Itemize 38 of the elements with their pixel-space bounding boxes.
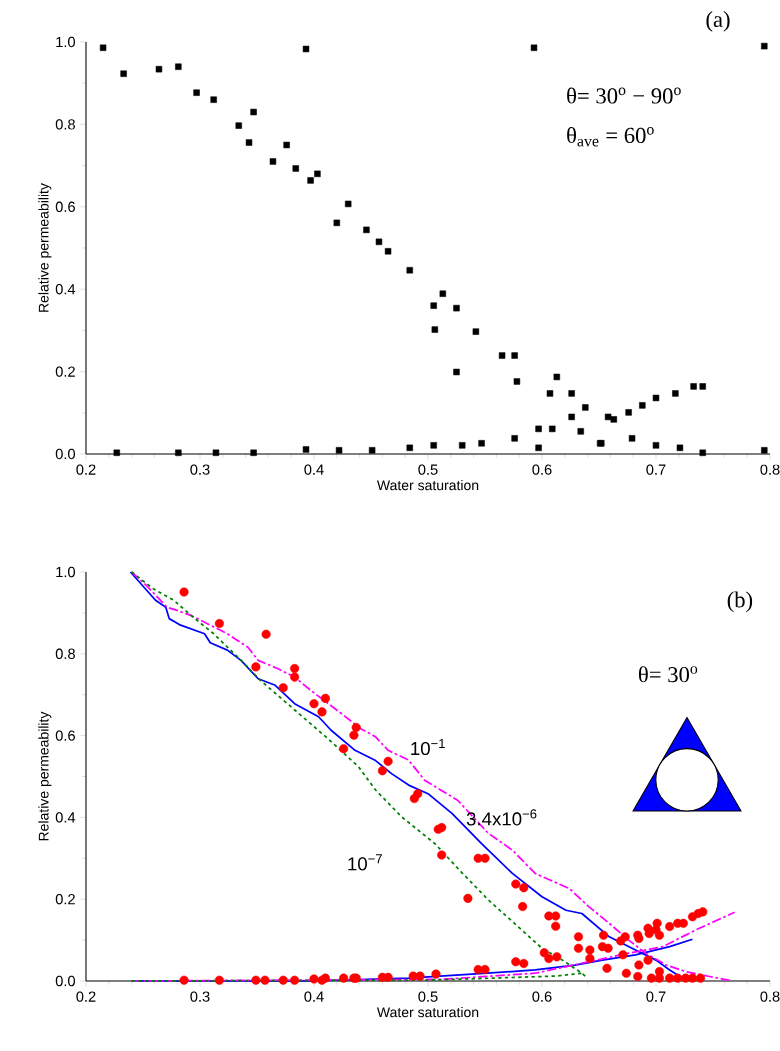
x-tick-label: 0.4 (304, 991, 324, 1002)
x-axis-title: Water saturation (376, 1006, 479, 1018)
x-tick-label: 0.8 (760, 991, 780, 1002)
y-axis-title: Relative permeability (38, 183, 52, 312)
annotation: 3.4x10$^{−6}$ (466, 809, 537, 826)
x-tick-label: 0.7 (646, 464, 666, 475)
x-tick-label: 0.6 (532, 991, 552, 1002)
annotation: (b) (727, 591, 753, 613)
y-tick-label: 0.8 (55, 119, 75, 130)
y-tick-label: 0.2 (55, 366, 75, 377)
annotation: θ= 30$^{o}$ − 90$^{o}$ (567, 87, 681, 104)
y-tick-label: 0.8 (55, 648, 75, 659)
text: (a) (706, 11, 730, 32)
x-axis-title: Water saturation (376, 479, 479, 491)
annotation: θ= 30$^{o}$ (638, 666, 698, 683)
x-tick-label: 0.5 (418, 991, 438, 1002)
y-tick-label: 0.0 (55, 975, 76, 987)
x-tick-label: 0.3 (190, 991, 210, 1002)
annotation: 10$^{−7}$ (348, 854, 382, 871)
x-tick-label: 0.7 (646, 991, 666, 1002)
y-tick-label: 1.0 (56, 36, 76, 48)
y-tick-label: 0.6 (55, 730, 75, 741)
x-tick-label: 0.4 (304, 464, 324, 475)
y-tick-label: 0.4 (55, 284, 76, 295)
y-tick-label: 0.2 (55, 894, 75, 905)
y-tick-label: 1.0 (56, 566, 76, 578)
x-tick-label: 0.2 (76, 991, 96, 1002)
y-tick-label: 0.6 (55, 201, 75, 212)
x-tick-label: 0.6 (532, 464, 552, 475)
x-tick-label: 0.8 (760, 464, 780, 475)
x-tick-label: 0.5 (418, 464, 438, 475)
x-tick-label: 0.2 (76, 464, 96, 475)
y-tick-label: 0.4 (55, 812, 76, 823)
annotation: θ$_{ave}$ = 60$^{o}$ (567, 127, 654, 147)
y-tick-label: 0.0 (55, 448, 76, 460)
x-tick-label: 0.3 (190, 464, 210, 475)
y-axis-title: Relative permeability (38, 711, 52, 841)
annotation: 10$^{−1}$ (411, 738, 445, 756)
